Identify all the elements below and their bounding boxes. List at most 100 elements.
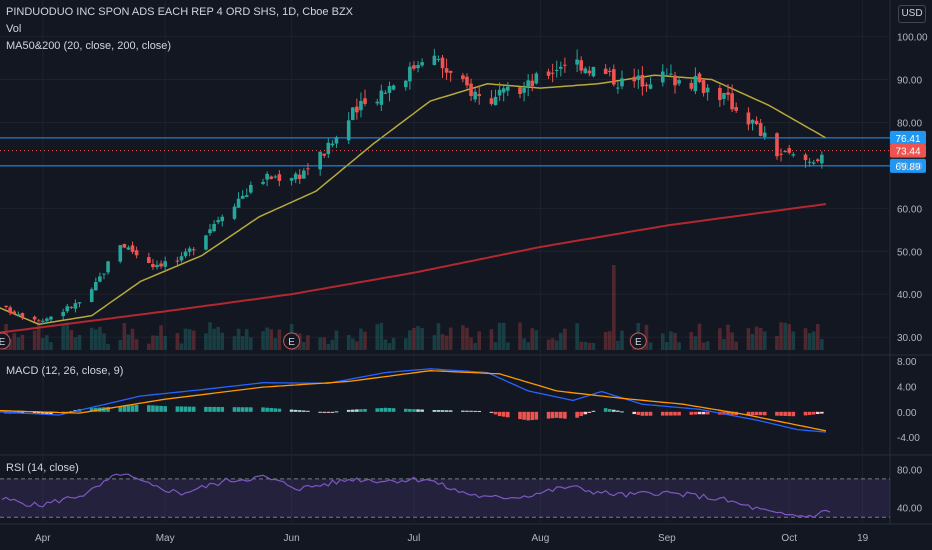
- rsi-indicator-label[interactable]: RSI (14, close): [6, 462, 79, 474]
- candle-body: [815, 159, 820, 161]
- macd-histogram-bar: [665, 411, 669, 416]
- macd-histogram-bar: [669, 411, 673, 416]
- candle-body: [640, 74, 645, 87]
- macd-histogram-bar: [558, 411, 563, 419]
- volume-bar: [803, 328, 808, 350]
- price-tick-label: 90.00: [897, 76, 922, 87]
- candle-body: [383, 92, 388, 94]
- candle-body: [69, 306, 74, 308]
- volume-bar: [269, 329, 274, 350]
- volume-bar: [612, 265, 616, 350]
- ma-indicator-label[interactable]: MA50&200 (20, close, 200, close): [6, 40, 172, 52]
- volume-bar: [534, 330, 539, 350]
- signal-line: [0, 370, 827, 432]
- macd-histogram-bar: [554, 411, 559, 418]
- price-tick-label: 80.00: [897, 118, 922, 129]
- volume-bar: [677, 342, 681, 350]
- candle-body: [807, 161, 812, 163]
- volume-bar: [379, 322, 384, 350]
- candle-body: [265, 173, 269, 180]
- volume-bar: [404, 338, 408, 350]
- candle-body: [350, 107, 355, 120]
- volume-bar: [815, 323, 820, 350]
- volume-bar: [689, 332, 694, 350]
- candle-body: [155, 264, 159, 268]
- candle-body: [693, 76, 698, 92]
- macd-histogram-bar: [697, 411, 702, 415]
- macd-histogram-bar: [404, 408, 408, 412]
- candle-body: [106, 261, 110, 273]
- volume-bar: [65, 322, 70, 350]
- volume-bar: [249, 337, 253, 350]
- volume-bar: [444, 335, 449, 350]
- macd-histogram-bar: [265, 407, 269, 412]
- price-tick-label: 30.00: [897, 333, 922, 344]
- volume-bar: [387, 343, 392, 350]
- macd-histogram-bar: [269, 408, 274, 412]
- macd-histogram-bar: [436, 410, 441, 412]
- candle-body: [779, 153, 783, 155]
- macd-pane: 8.00 4.00 0.00 -4.00: [0, 357, 920, 444]
- macd-histogram-bar: [448, 410, 453, 412]
- candle-body: [469, 83, 473, 96]
- macd-histogram-bar: [673, 411, 677, 416]
- volume-bar: [583, 341, 588, 350]
- macd-histogram-bar: [244, 407, 249, 412]
- candle-body: [244, 195, 249, 197]
- volume-bar: [722, 339, 726, 350]
- currency-button[interactable]: USD: [898, 5, 926, 23]
- time-tick-label: Sep: [658, 533, 676, 544]
- candle-body: [607, 70, 612, 72]
- volume-bar: [718, 328, 722, 350]
- volume-bar: [603, 331, 608, 350]
- candle-body: [322, 153, 327, 156]
- hline-price-tag: [890, 158, 926, 173]
- volume-bar: [391, 337, 396, 350]
- candle-body: [616, 87, 620, 89]
- macd-histogram-bar: [534, 411, 539, 420]
- candle-body: [603, 68, 608, 74]
- volume-bar: [179, 343, 184, 350]
- macd-histogram-bar: [660, 411, 665, 416]
- candlesticks: [4, 48, 824, 325]
- macd-histogram-bar: [644, 411, 649, 416]
- macd-histogram-bar: [32, 411, 37, 414]
- earnings-marker: [629, 332, 647, 350]
- candle-body: [126, 247, 131, 250]
- macd-histogram-bar: [583, 411, 588, 415]
- candle-body: [65, 306, 70, 312]
- symbol-title[interactable]: PINDUODUO INC SPON ADS EACH REP 4 ORD SH…: [6, 6, 353, 18]
- macd-indicator-label[interactable]: MACD (12, 26, close, 9): [6, 365, 124, 377]
- macd-histogram-bar: [779, 411, 783, 416]
- macd-histogram-bar: [530, 411, 535, 421]
- volume-bar: [791, 331, 796, 350]
- candle-body: [734, 107, 738, 111]
- volume-bar: [330, 339, 335, 350]
- candle-body: [758, 123, 763, 136]
- volume-bar: [98, 326, 102, 350]
- candle-body: [750, 119, 755, 124]
- hline-price-tag: [890, 130, 926, 145]
- volume-bar: [660, 333, 665, 350]
- macd-histogram-bar: [45, 411, 49, 415]
- horizontal-lines[interactable]: 76.41 69.89 73.44: [0, 130, 926, 173]
- volume-indicator-label[interactable]: Vol: [6, 23, 22, 35]
- volume-bar: [277, 329, 282, 350]
- volume-bar: [8, 338, 12, 350]
- price-tick-label: 100.00: [897, 33, 928, 44]
- volume-bar: [787, 324, 792, 350]
- volume-bar: [432, 335, 437, 350]
- candle-body: [261, 181, 265, 184]
- candle-body: [591, 66, 596, 77]
- candle-body: [791, 154, 796, 156]
- macd-histogram-bar: [636, 411, 641, 415]
- macd-histogram-bar: [473, 410, 477, 412]
- candle-body: [236, 198, 241, 208]
- candle-body: [811, 162, 816, 164]
- volume-bar: [159, 325, 163, 350]
- ma200-path: [0, 203, 827, 334]
- candle-body: [77, 302, 82, 304]
- volume-bar: [232, 336, 237, 350]
